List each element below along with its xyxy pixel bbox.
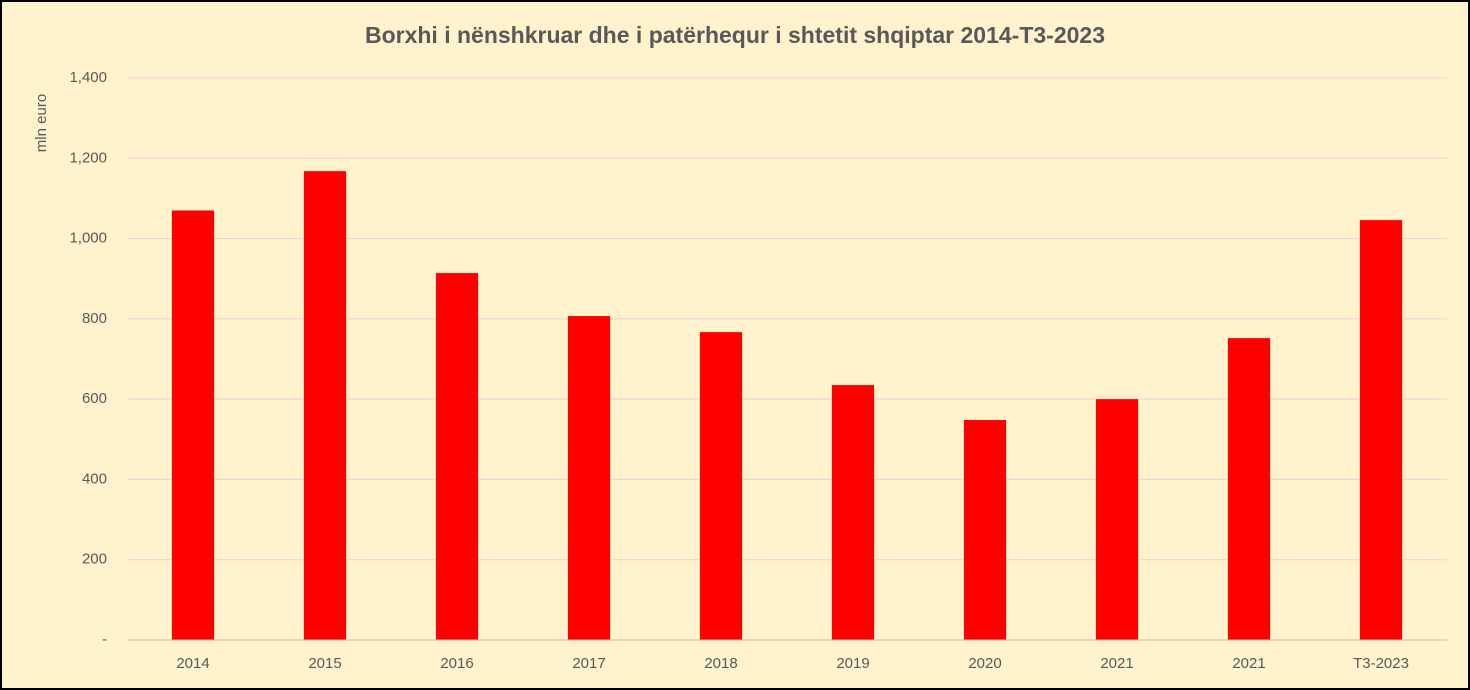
x-tick-label: 2019 <box>836 655 869 672</box>
y-tick-label: 1,000 <box>69 230 107 247</box>
y-tick-label: 600 <box>82 390 107 407</box>
y-tick-label: 800 <box>82 310 107 327</box>
x-tick-label: 2017 <box>572 655 605 672</box>
bar <box>171 210 215 640</box>
bar <box>567 316 611 640</box>
y-tick-label: 200 <box>82 551 107 568</box>
x-tick-label: 2021 <box>1100 655 1133 672</box>
x-tick-label: 2016 <box>440 655 473 672</box>
x-tick-label: 2020 <box>968 655 1001 672</box>
x-tick-label: 2018 <box>704 655 737 672</box>
bar <box>699 332 743 640</box>
y-axis-label: mln euro <box>33 94 50 152</box>
bar <box>435 273 479 640</box>
x-tick-label: 2021 <box>1232 655 1265 672</box>
y-tick-label: - <box>102 631 107 648</box>
x-tick-label: 2014 <box>176 655 209 672</box>
bar <box>831 385 875 640</box>
bar <box>1227 338 1271 640</box>
x-tick-label: 2015 <box>308 655 341 672</box>
chart-title: Borxhi i nënshkruar dhe i patërhequr i s… <box>365 22 1105 48</box>
x-tick-label: T3-2023 <box>1353 655 1409 672</box>
y-tick-label: 400 <box>82 470 107 487</box>
bar <box>1359 220 1403 640</box>
y-tick-label: 1,200 <box>69 149 107 166</box>
bar <box>963 420 1007 640</box>
y-tick-label: 1,400 <box>69 69 107 86</box>
bar <box>1095 399 1139 640</box>
bar <box>303 171 347 641</box>
